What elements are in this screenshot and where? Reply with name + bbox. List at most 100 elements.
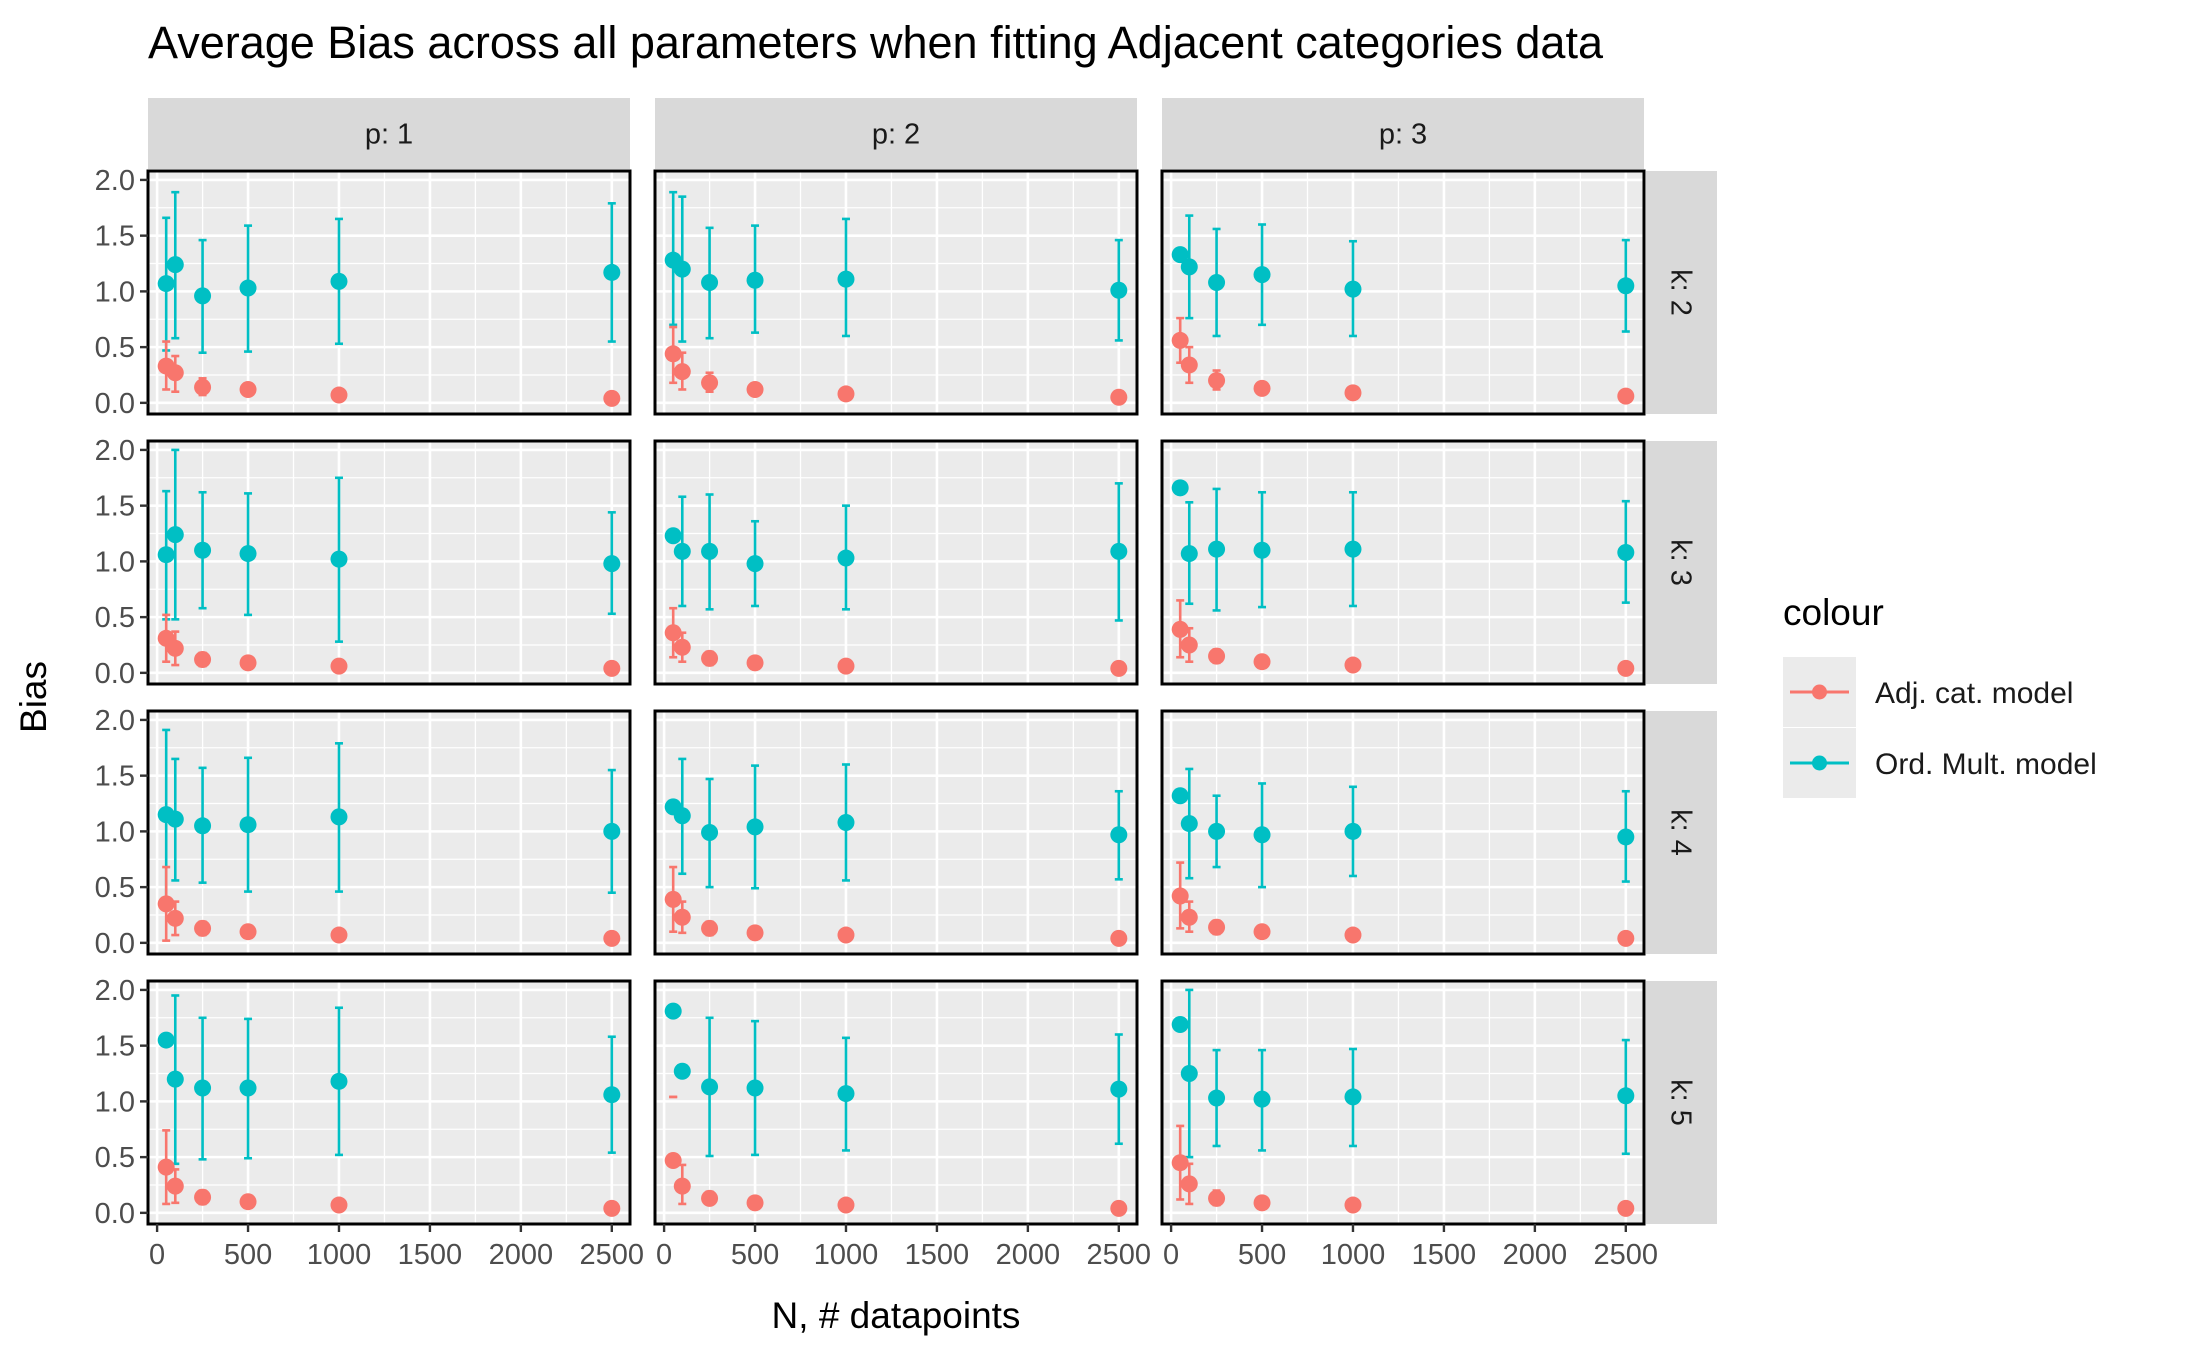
point-adj-cat [166,364,184,382]
point-adj-cat [1208,918,1226,936]
point-ord-mult [1110,281,1128,299]
facet-panel [653,169,1139,416]
point-adj-cat [701,649,719,667]
y-tick-label: 1.5 [95,1031,135,1063]
point-ord-mult [1344,822,1362,840]
point-ord-mult [837,549,855,567]
facet-panel: 0 500 1000 1500 2000 2500 [653,979,1151,1271]
legend-key-adj-point [1812,684,1827,700]
y-tick-label: 1.0 [95,276,135,308]
point-adj-cat [603,659,621,677]
point-ord-mult [1253,826,1271,844]
point-ord-mult [746,818,764,836]
legend-label-adj: Adj. cat. model [1875,677,2073,710]
point-ord-mult [194,1079,212,1097]
point-ord-mult [1344,1088,1362,1106]
x-tick-label: 0 [656,1239,672,1271]
facet-panel: 0.0 0.5 1.0 1.5 2.0 0 500 1000 1500 2000 2500 [95,975,644,1271]
point-ord-mult [166,526,184,544]
point-ord-mult [239,279,257,297]
point-ord-mult [837,813,855,831]
point-adj-cat [239,654,257,672]
point-ord-mult [1180,1065,1198,1083]
x-tick-label: 0 [1163,1239,1179,1271]
legend-key-ord-point [1812,755,1827,771]
point-adj-cat [837,657,855,675]
point-adj-cat [1171,887,1189,905]
facet-panel [1160,169,1646,416]
y-tick-label: 0.0 [95,388,135,420]
point-adj-cat [239,380,257,398]
y-tick-label: 2.0 [95,705,135,737]
point-adj-cat [1617,659,1635,677]
point-adj-cat [194,919,212,937]
point-ord-mult [603,1086,621,1104]
point-adj-cat [603,1199,621,1217]
x-tick-label: 1000 [1321,1239,1386,1271]
facet-strip-col [1162,98,1644,169]
x-tick-label: 0 [149,1239,165,1271]
point-adj-cat [1180,356,1198,374]
point-adj-cat [166,909,184,927]
point-adj-cat [1344,1196,1362,1214]
point-ord-mult [1617,828,1635,846]
point-ord-mult [673,260,691,278]
point-adj-cat [673,363,691,381]
x-tick-label: 2500 [1594,1239,1659,1271]
y-tick-label: 1.5 [95,221,135,253]
y-tick-label: 0.5 [95,1142,135,1174]
point-ord-mult [1110,542,1128,560]
y-tick-label: 0.5 [95,602,135,634]
facet-panel: 0.0 0.5 1.0 1.5 2.0 [95,705,632,960]
x-tick-label: 500 [224,1239,272,1271]
x-tick-label: 1000 [307,1239,372,1271]
point-ord-mult [1180,545,1198,563]
y-tick-label: 1.5 [95,491,135,523]
point-ord-mult [239,545,257,563]
point-ord-mult [157,275,175,293]
point-ord-mult [1208,822,1226,840]
point-ord-mult [1253,266,1271,284]
panel-border [1160,979,1646,1226]
panel-border [653,709,1139,956]
point-ord-mult [1180,815,1198,833]
facet-panel [1160,709,1646,956]
facet-panel: 0 500 1000 1500 2000 2500 [1160,979,1659,1271]
point-adj-cat [1617,929,1635,947]
point-adj-cat [837,385,855,403]
y-tick-label: 2.0 [95,435,135,467]
point-ord-mult [1171,1015,1189,1033]
panel-border [653,169,1139,416]
point-ord-mult [701,824,719,841]
point-adj-cat [1617,387,1635,405]
point-adj-cat [664,624,682,642]
point-adj-cat [330,1196,348,1214]
x-tick-label: 1500 [398,1239,463,1271]
point-adj-cat [330,926,348,944]
point-adj-cat [1171,1154,1189,1172]
point-ord-mult [330,272,348,290]
point-ord-mult [330,1072,348,1090]
point-adj-cat [746,654,764,672]
point-ord-mult [1208,273,1226,291]
point-ord-mult [239,1079,257,1097]
point-adj-cat [603,389,621,407]
point-adj-cat [1344,926,1362,944]
panel-border [653,979,1139,1226]
x-tick-label: 1000 [814,1239,879,1271]
point-adj-cat [673,1177,691,1195]
point-ord-mult [664,1002,682,1020]
point-ord-mult [1344,540,1362,558]
point-ord-mult [166,810,184,828]
y-axis-title: Bias [13,661,54,733]
facet-panel [1160,439,1646,686]
point-ord-mult [1344,280,1362,298]
point-adj-cat [1344,384,1362,402]
x-tick-label: 2000 [996,1239,1061,1271]
y-tick-label: 1.0 [95,1086,135,1118]
legend-title: colour [1783,592,1884,633]
point-ord-mult [1253,541,1271,559]
panel-border [1160,439,1646,686]
x-tick-label: 500 [731,1239,779,1271]
point-ord-mult [1253,1090,1271,1108]
